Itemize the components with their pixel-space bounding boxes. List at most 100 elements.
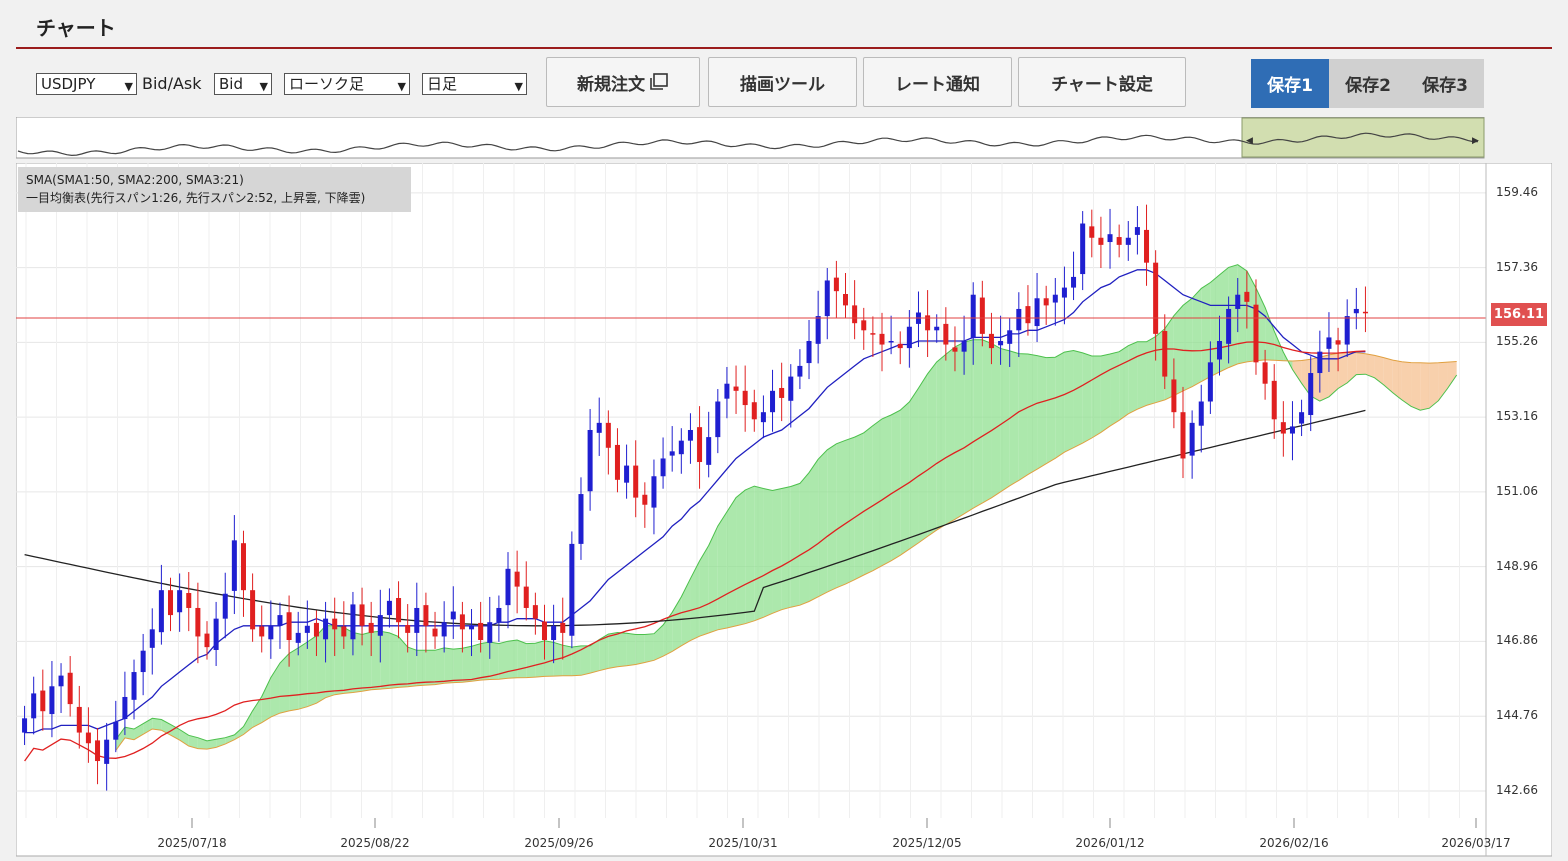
cloud-segment: [1347, 352, 1357, 383]
cloud-segment: [1328, 353, 1339, 397]
candle: [760, 395, 766, 439]
cloud-segment: [672, 596, 682, 652]
chart-settings-button[interactable]: チャート設定: [1018, 57, 1186, 107]
cloud-segment: [398, 636, 408, 688]
page-title: チャート: [36, 16, 116, 40]
candle: [669, 426, 675, 472]
candle: [578, 477, 584, 560]
bidask-select[interactable]: Bid ▼: [214, 73, 272, 95]
cloud-segment: [425, 650, 436, 686]
cloud-segment: [608, 632, 618, 669]
candle: [140, 633, 146, 696]
candle: [1089, 209, 1095, 258]
candle: [222, 572, 228, 639]
candle: [824, 268, 830, 340]
period-select[interactable]: 日足 ▼: [422, 73, 527, 95]
period-value: 日足: [427, 75, 458, 93]
candle: [1353, 287, 1359, 330]
candle: [58, 663, 64, 713]
save-tab-3[interactable]: 保存3: [1406, 59, 1484, 108]
cloud-segment: [1110, 351, 1120, 427]
cloud-segment: [644, 633, 654, 663]
candle: [715, 389, 721, 454]
candle: [1253, 279, 1259, 375]
candle: [605, 410, 611, 475]
cloud-segment: [617, 632, 627, 667]
cloud-segment: [1411, 362, 1421, 411]
candle: [724, 366, 730, 419]
save-tab-2[interactable]: 保存2: [1329, 59, 1407, 108]
cloud-segment: [526, 643, 536, 678]
cloud-segment: [854, 432, 864, 580]
cloud-segment: [754, 486, 764, 621]
chevron-down-icon: ▼: [259, 80, 268, 93]
candle: [40, 669, 46, 731]
cloud-segment: [1447, 361, 1457, 389]
cloud-segment: [1338, 352, 1348, 389]
x-tick-label: 2025/10/31: [708, 836, 778, 850]
candlesticks: [22, 204, 1368, 791]
cloud-segment: [179, 729, 189, 747]
candle: [204, 621, 210, 660]
candle: [478, 601, 484, 653]
cloud-segment: [799, 472, 810, 606]
candle: [177, 573, 183, 632]
candle: [697, 406, 703, 489]
new-order-button[interactable]: 新規注文: [546, 57, 700, 107]
candle: [213, 601, 219, 666]
cloud-segment: [1100, 354, 1111, 433]
cloud-segment: [945, 346, 955, 525]
candle: [1280, 401, 1286, 457]
legend-ichimoku: 一目均衡表(先行スパン1:26, 先行スパン2:52, 上昇雲, 下降雲): [26, 191, 366, 205]
candle: [95, 727, 101, 785]
candle: [788, 364, 794, 428]
cloud-segment: [973, 339, 983, 509]
cloud-segment: [1173, 305, 1184, 396]
cloud-segment: [498, 641, 509, 680]
cloud-segment: [261, 677, 271, 723]
span-a-line: [115, 264, 1458, 742]
candle: [67, 656, 73, 717]
cloud-segment: [1091, 356, 1101, 438]
cloud-segment: [252, 696, 262, 728]
cloud-segment: [909, 388, 919, 550]
cloud-segment: [635, 634, 645, 665]
cloud-segment: [435, 647, 445, 685]
candle: [596, 397, 602, 456]
save-tab-1[interactable]: 保存1: [1251, 59, 1329, 108]
candle: [569, 531, 575, 649]
y-tick-label: 159.46: [1496, 184, 1538, 199]
price-chart[interactable]: [16, 163, 1552, 860]
candle: [131, 659, 137, 720]
symbol-value: USDJPY: [41, 75, 96, 93]
navigator-left-arrow-icon: ◀: [1246, 136, 1253, 146]
cloud-segment: [115, 727, 125, 751]
chart-navigator[interactable]: ◀ ▶: [16, 117, 1485, 159]
cloud-segment: [206, 739, 217, 750]
cloud-segment: [462, 646, 472, 683]
candle: [1162, 314, 1168, 390]
new-order-label: 新規注文: [577, 74, 645, 95]
cloud-segment: [1128, 341, 1138, 414]
cloud-segment: [626, 633, 636, 666]
rate-alert-button[interactable]: レート通知: [863, 57, 1012, 107]
candle: [1299, 399, 1305, 437]
drawing-tool-button[interactable]: 描画ツール: [708, 57, 857, 107]
cloud-segment: [927, 361, 937, 537]
candle: [797, 349, 803, 390]
symbol-select[interactable]: USDJPY ▼: [36, 73, 137, 95]
candle: [1362, 286, 1368, 333]
sma50-line: [24, 341, 1366, 762]
cloud-segment: [1192, 288, 1202, 387]
cloud-segment: [772, 488, 782, 614]
candle: [323, 601, 329, 663]
cloud-segment: [1365, 353, 1375, 378]
candle: [423, 592, 429, 653]
candle: [998, 315, 1004, 365]
chart-type-select[interactable]: ローソク足 ▼: [284, 73, 410, 95]
cloud-segment: [1429, 362, 1439, 409]
candle: [514, 550, 520, 614]
candle: [268, 600, 274, 659]
cloud-segment: [1119, 345, 1129, 421]
candle: [122, 671, 128, 736]
